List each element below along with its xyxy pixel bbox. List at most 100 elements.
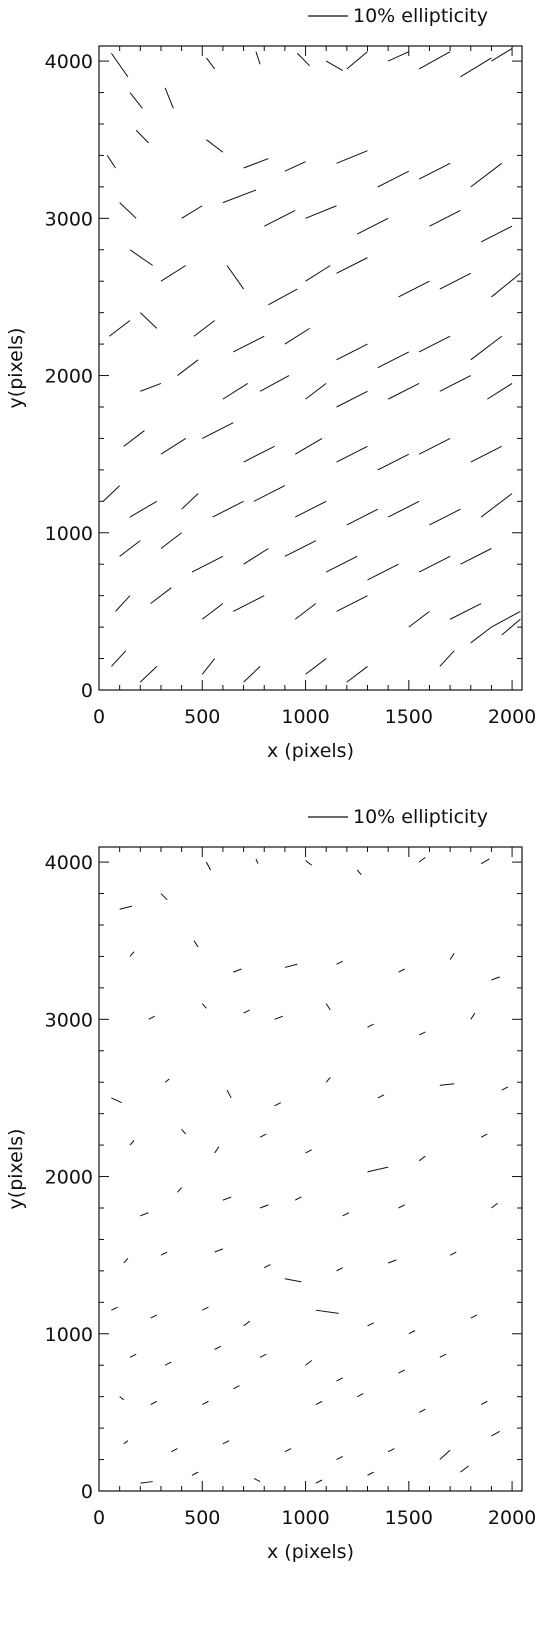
ellipticity-whisker bbox=[253, 1477, 261, 1483]
x-tick-label: 2000 bbox=[488, 1507, 536, 1529]
ellipticity-whisker bbox=[418, 437, 451, 455]
ellipticity-whisker bbox=[111, 1306, 118, 1311]
ellipticity-whisker bbox=[491, 1430, 500, 1437]
ellipticity-whisker bbox=[243, 1320, 251, 1327]
ellipticity-whisker bbox=[139, 312, 158, 329]
ellipticity-whisker bbox=[470, 162, 503, 188]
ellipticity-whisker bbox=[398, 1204, 405, 1209]
ellipticity-whisker bbox=[243, 158, 269, 169]
ellipticity-whisker bbox=[226, 265, 244, 290]
ellipticity-whisker bbox=[336, 257, 368, 274]
ellipticity-whisker bbox=[243, 666, 261, 683]
ellipticity-whisker bbox=[255, 858, 259, 864]
ellipticity-whisker bbox=[233, 335, 265, 353]
ellipticity-whisker bbox=[480, 493, 513, 518]
ellipticity-whisker bbox=[377, 351, 410, 369]
ellipticity-whisker bbox=[439, 272, 472, 290]
ellipticity-whisker bbox=[129, 500, 158, 518]
ellipticity-whisker bbox=[150, 1400, 158, 1405]
ellipticity-whisker bbox=[129, 249, 153, 266]
ellipticity-whisker bbox=[305, 383, 327, 400]
x-axis-label: x (pixels) bbox=[267, 1541, 354, 1563]
ellipticity-whisker bbox=[164, 1361, 172, 1366]
ellipticity-whisker bbox=[367, 563, 399, 581]
y-tick-label: 2000 bbox=[45, 1167, 93, 1189]
ellipticity-whisker bbox=[106, 155, 116, 169]
ellipticity-whisker bbox=[356, 217, 389, 235]
ellipticity-whisker bbox=[449, 603, 482, 620]
ellipticity-whisker bbox=[111, 650, 127, 667]
y-tick-label: 1000 bbox=[45, 523, 93, 545]
ellipticity-whisker bbox=[460, 57, 492, 78]
ellipticity-whisker bbox=[150, 1314, 158, 1319]
ellipticity-whisker bbox=[160, 265, 187, 282]
chart-panel-1: 0 500 1000 1500 2000 0 1000 2000 3000 4000 x (pixe… bbox=[5, 5, 536, 762]
ellipticity-whisker bbox=[418, 1408, 426, 1413]
y-axis-label: y(pixels) bbox=[5, 1129, 27, 1210]
ellipticity-whisker bbox=[418, 162, 451, 180]
ellipticity-whisker bbox=[387, 382, 420, 400]
ellipticity-whisker bbox=[439, 1449, 451, 1460]
ellipticity-whisker bbox=[367, 1023, 374, 1028]
ellipticity-whisker bbox=[243, 1009, 251, 1014]
ellipticity-whisker bbox=[259, 1133, 267, 1138]
ellipticity-whisker bbox=[148, 1015, 155, 1020]
y-tick-label: 0 bbox=[81, 680, 93, 702]
ellipticity-whisker bbox=[294, 438, 323, 455]
ellipticity-whisker bbox=[206, 57, 216, 70]
ellipticity-whisker bbox=[501, 618, 521, 636]
ellipticity-whisker bbox=[201, 1003, 207, 1009]
plot-frame bbox=[98, 45, 523, 691]
chart-panel-2: 0 500 1000 1500 2000 0 1000 2000 3000 4000 x (pixe… bbox=[5, 806, 536, 1563]
ellipticity-whisker bbox=[253, 485, 286, 502]
ellipticity-whisker bbox=[284, 540, 317, 557]
ellipticity-whisker bbox=[140, 1212, 149, 1217]
ellipticity-whisker bbox=[491, 272, 521, 298]
ellipticity-whisker bbox=[346, 508, 379, 526]
ellipticity-whisker bbox=[177, 359, 199, 376]
ellipticity-whisker bbox=[164, 1078, 170, 1083]
ellipticity-whisker bbox=[491, 1202, 498, 1209]
y-tick-label: 3000 bbox=[45, 1009, 93, 1031]
ellipticity-whisker bbox=[109, 320, 131, 337]
x-tick-label: 2000 bbox=[488, 706, 536, 728]
ellipticity-whisker bbox=[284, 1278, 302, 1283]
ellipticity-whisker bbox=[193, 320, 215, 337]
ellipticity-whisker bbox=[284, 963, 298, 968]
ellipticity-whisker bbox=[470, 1012, 476, 1020]
ellipticity-whisker bbox=[367, 1471, 374, 1476]
ellipticity-whisker bbox=[191, 555, 224, 573]
ellipticity-whisker bbox=[387, 500, 420, 518]
ellipticity-whisker bbox=[129, 1353, 137, 1358]
ellipticity-whisker bbox=[367, 1322, 374, 1327]
ellipticity-whisker bbox=[129, 92, 143, 109]
ellipticity-whisker bbox=[119, 905, 133, 910]
x-tick-label: 1000 bbox=[281, 1507, 329, 1529]
ellipticity-whisker bbox=[102, 485, 120, 502]
x-tick-label: 500 bbox=[184, 1507, 220, 1529]
ellipticity-whisker bbox=[408, 610, 430, 628]
ellipticity-whisker bbox=[491, 610, 521, 628]
ellipticity-whisker bbox=[470, 445, 502, 463]
ellipticity-whisker bbox=[470, 1314, 478, 1319]
ellipticity-whisker bbox=[356, 1393, 364, 1398]
ellipticity-whisker bbox=[336, 1377, 343, 1382]
ellipticity-whisker bbox=[233, 1385, 240, 1390]
ellipticity-whisker bbox=[222, 189, 257, 204]
y-tick-label: 3000 bbox=[45, 208, 93, 230]
ellipticity-whisker bbox=[418, 1031, 426, 1036]
ellipticity-whisker bbox=[325, 555, 358, 573]
ellipticity-whisker bbox=[449, 953, 455, 960]
ellipticity-whisker bbox=[294, 500, 327, 518]
ellipticity-whisker bbox=[325, 60, 343, 71]
ellipticity-whisker bbox=[305, 1149, 312, 1154]
ellipticity-whisker bbox=[315, 1479, 323, 1484]
ellipticity-whisker bbox=[336, 445, 368, 463]
ellipticity-whisker bbox=[336, 390, 368, 408]
x-tick-label: 0 bbox=[93, 1507, 105, 1529]
ellipticity-whisker bbox=[418, 1155, 426, 1162]
ellipticity-whisker bbox=[315, 1400, 323, 1405]
ellipticity-whisker bbox=[123, 1257, 129, 1264]
